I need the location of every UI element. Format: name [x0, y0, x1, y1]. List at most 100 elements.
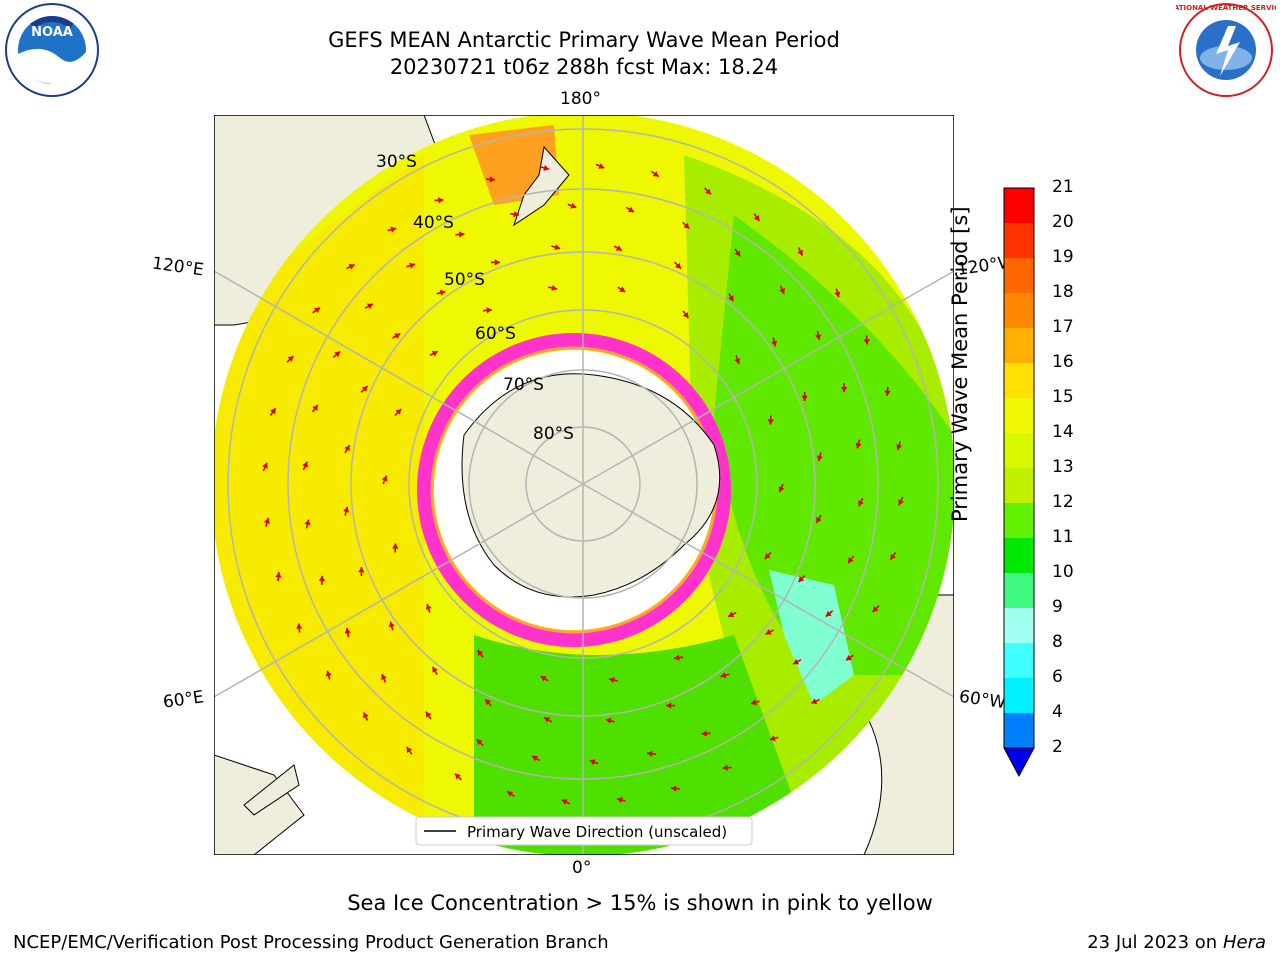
wave-arrow-head — [459, 231, 465, 238]
wave-arrow-head — [589, 759, 596, 766]
colorbar-label: Primary Wave Mean Period [s] — [948, 206, 972, 522]
antarctica-land — [461, 373, 721, 598]
wave-arrow-head — [890, 553, 896, 560]
wave-arrow-head — [388, 621, 395, 628]
footer-date-text: 23 Jul 2023 on — [1087, 932, 1223, 953]
colorbar-segment — [1004, 398, 1034, 433]
wave-arrow-head — [425, 603, 432, 610]
lat-label-40s: 40°S — [413, 213, 454, 233]
wave-arrow-head — [728, 611, 735, 618]
period-band-green-east — [714, 215, 954, 675]
wave-arrow-head — [344, 628, 351, 634]
wave-arrow-head — [671, 785, 677, 792]
arrow-legend-box — [415, 816, 753, 846]
colorbar — [1003, 187, 1035, 778]
wave-arrow-head — [728, 295, 734, 302]
wave-arrow-head — [674, 654, 680, 661]
wave-arrow-head — [425, 711, 432, 718]
wave-arrow-head — [627, 206, 634, 213]
wave-arrow-head — [896, 444, 903, 451]
wave-arrow-head — [296, 623, 303, 629]
wave-arrow-head — [765, 629, 772, 635]
map-title: GEFS MEAN Antarctic Primary Wave Mean Pe… — [328, 28, 840, 52]
wave-arrow-head — [872, 606, 879, 612]
wave-arrow-head — [392, 543, 399, 549]
wave-arrow-head — [858, 500, 864, 507]
wave-arrow-head — [263, 517, 270, 524]
wave-arrow-head — [544, 717, 551, 723]
colorbar-tick-label: 10 — [1052, 562, 1074, 582]
wave-arrow-head — [312, 404, 318, 411]
colorbar-tick-label: 11 — [1052, 527, 1074, 547]
wave-arrow-head — [792, 658, 799, 665]
wave-arrow-head — [701, 730, 707, 737]
lat-label-30s: 30°S — [376, 152, 417, 172]
wave-arrow-head — [476, 739, 483, 746]
colorbar-tick-label: 14 — [1052, 422, 1074, 442]
colorbar-tick-label: 12 — [1052, 492, 1074, 512]
colorbar-extend-triangle — [1003, 747, 1035, 778]
colorbar-segment — [1004, 433, 1034, 468]
colorbar-tick-label: 4 — [1052, 702, 1063, 722]
wave-arrow-head — [348, 264, 355, 270]
wave-arrow-head — [409, 262, 416, 269]
wave-arrow-head — [363, 712, 369, 719]
colorbar-segment — [1004, 503, 1034, 538]
wave-arrow-head — [270, 408, 276, 415]
colorbar-segment — [1004, 293, 1034, 328]
wave-arrow-head — [884, 390, 891, 396]
wave-arrow-head — [753, 215, 760, 222]
wave-arrow-head — [304, 519, 311, 526]
colorbar-border — [1003, 187, 1035, 749]
wave-arrow-head — [734, 358, 741, 365]
colorbar-segment — [1004, 678, 1034, 713]
wave-arrow-head — [764, 553, 771, 559]
lat-label-80s: 80°S — [533, 424, 574, 444]
wave-arrow-head — [683, 222, 690, 229]
wave-arrow-head — [432, 666, 438, 673]
wave-arrow-head — [615, 245, 622, 251]
footer-credits: NCEP/EMC/Verification Post Processing Pr… — [13, 932, 609, 953]
arrow-legend-label: Primary Wave Direction (unscaled) — [467, 823, 727, 841]
wave-arrow-head — [494, 259, 500, 266]
wave-arrow-head — [705, 188, 711, 195]
wave-arrow-head — [485, 699, 491, 706]
wave-arrow-head — [750, 699, 757, 706]
wave-arrow-head — [275, 572, 282, 578]
wave-arrow-head — [561, 799, 568, 805]
wave-arrow-head — [598, 163, 605, 169]
wave-arrow-head — [343, 506, 350, 513]
new-zealand-land — [513, 145, 570, 227]
wave-arrow-head — [841, 386, 848, 393]
wave-arrow-head — [771, 340, 778, 347]
colorbar-segment — [1004, 468, 1034, 503]
colorbar-tick-label: 16 — [1052, 352, 1074, 372]
colorbar-segment — [1004, 363, 1034, 398]
wave-arrow-head — [778, 486, 785, 493]
noaa-logo-text: NOAA — [31, 25, 73, 40]
wave-arrow-head — [390, 226, 397, 233]
wave-arrow-head — [779, 288, 785, 294]
wave-arrow-head — [554, 244, 561, 251]
wave-arrow-head — [816, 516, 822, 523]
wave-arrow-head — [898, 499, 904, 506]
sea-ice-note: Sea Ice Concentration > 15% is shown in … — [347, 891, 933, 915]
colorbar-tick-label: 21 — [1052, 177, 1074, 197]
wave-arrow-head — [734, 250, 741, 257]
period-band-green-south — [474, 635, 814, 855]
lon-label-0: 0° — [572, 858, 592, 878]
wave-arrow-head — [863, 339, 870, 345]
lon-label-180: 180° — [560, 89, 601, 109]
colorbar-tick-label: 2 — [1052, 737, 1063, 757]
lon-label-120e: 120°E — [150, 253, 205, 281]
wave-arrow-head — [395, 409, 402, 415]
wave-direction-arrows — [262, 163, 904, 805]
wave-arrow-head — [287, 356, 294, 362]
colorbar-tick-label: 18 — [1052, 282, 1074, 302]
wave-arrow-head — [358, 567, 365, 573]
sea-ice-ring — [417, 333, 731, 647]
wave-arrow-head — [720, 672, 727, 679]
wave-arrow-head — [722, 764, 728, 771]
wave-arrow-head — [666, 702, 672, 709]
wave-arrow-head — [361, 386, 368, 392]
